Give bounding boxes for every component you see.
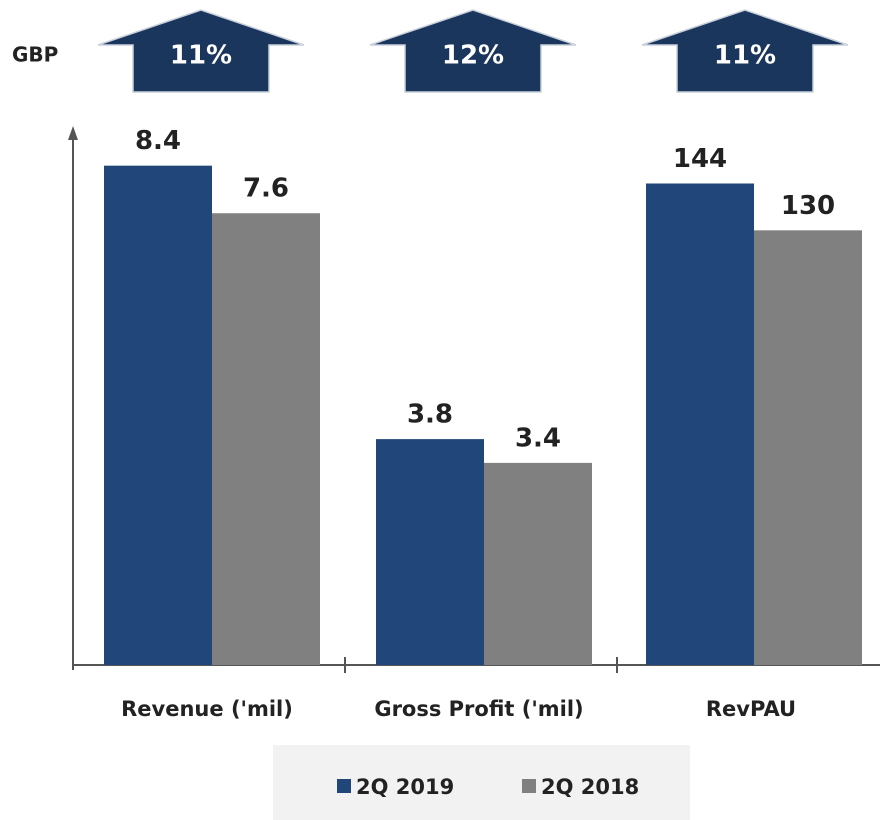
x-tick-label: Gross Profit ('mil) <box>374 697 583 721</box>
bar <box>104 165 212 665</box>
value-label: 7.6 <box>243 174 289 204</box>
bar <box>754 230 862 665</box>
bar <box>376 439 484 665</box>
value-label: 3.8 <box>407 400 453 430</box>
bar <box>212 213 320 665</box>
legend-swatch <box>337 779 351 793</box>
x-tick-label: Revenue ('mil) <box>121 697 293 721</box>
growth-label: 11% <box>170 41 232 71</box>
value-label: 8.4 <box>135 126 181 156</box>
growth-label: 12% <box>442 41 504 71</box>
unit-label: GBP <box>12 43 58 67</box>
legend-swatch <box>522 779 536 793</box>
growth-arrow <box>641 9 849 93</box>
y-axis-arrow <box>68 126 78 140</box>
growth-label: 11% <box>714 41 776 71</box>
legend-label: 2Q 2018 <box>541 775 639 799</box>
growth-arrow <box>369 9 577 93</box>
value-label: 144 <box>673 144 727 174</box>
value-label: 130 <box>781 191 835 221</box>
x-tick-label: RevPAU <box>706 697 796 721</box>
legend-label: 2Q 2019 <box>356 775 454 799</box>
value-label: 3.4 <box>515 423 561 453</box>
growth-arrow <box>97 9 305 93</box>
bar <box>484 462 592 665</box>
bar <box>646 183 754 665</box>
